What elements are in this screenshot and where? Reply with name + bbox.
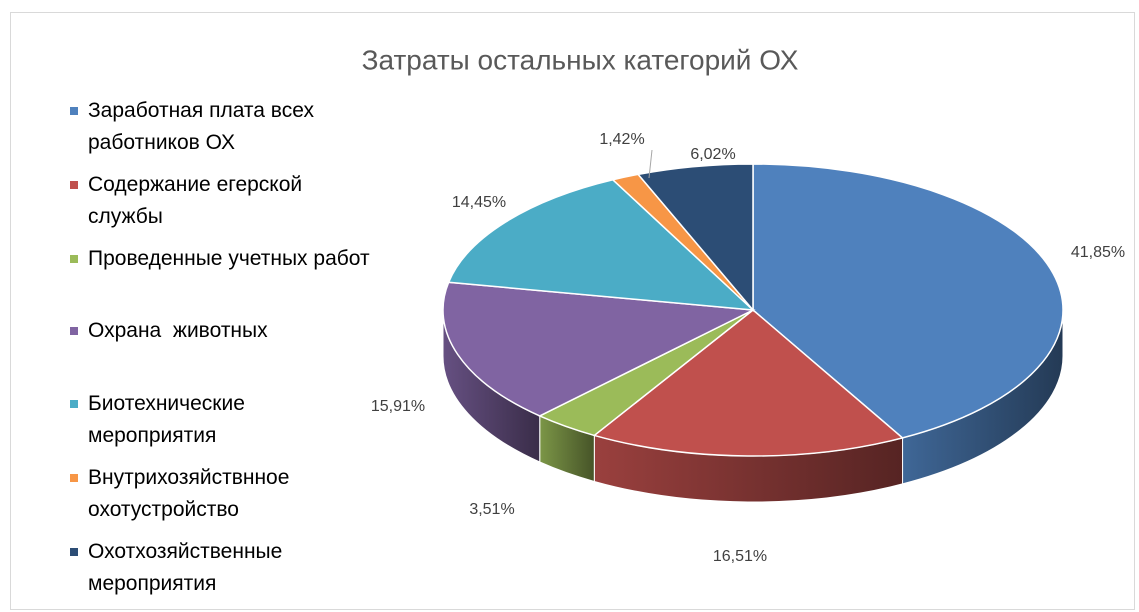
- pie-slice: [447, 178, 756, 311]
- data-label: 16,51%: [713, 548, 767, 565]
- pie-slice: [636, 163, 754, 313]
- leader-line: [648, 149, 653, 179]
- legend-label: Проведенные учетных работ: [88, 247, 370, 270]
- data-label: 14,45%: [452, 194, 506, 211]
- legend-label: Содержание егерской службы: [88, 173, 308, 228]
- legend-swatch: [70, 255, 78, 263]
- data-label: 41,85%: [1071, 244, 1125, 261]
- legend-swatch: [70, 548, 78, 556]
- pie-slice: [592, 309, 905, 457]
- legend-swatch: [70, 400, 78, 408]
- legend-swatch: [70, 107, 78, 115]
- data-label: 1,42%: [599, 131, 644, 148]
- pie-tops: [442, 163, 1064, 457]
- legend-item: Биотехнические мероприятия: [70, 388, 370, 452]
- data-label: 3,51%: [469, 501, 514, 518]
- legend-swatch: [70, 474, 78, 482]
- legend-item: Охрана животных: [70, 315, 370, 347]
- legend-label: Охрана животных: [88, 319, 268, 342]
- legend-label: Биотехнические мероприятия: [88, 392, 251, 447]
- pie-slice: [752, 163, 1064, 439]
- legend-item: Заработная плата всех работников ОХ: [70, 95, 370, 159]
- data-label: 15,91%: [371, 398, 425, 415]
- legend-item: Проведенные учетных работ: [70, 243, 370, 275]
- legend-item: Охотхозяйственные мероприятия: [70, 536, 370, 600]
- data-label: 6,02%: [690, 146, 735, 163]
- chart-frame: [10, 12, 1135, 610]
- legend-swatch: [70, 181, 78, 189]
- legend-item: Внутрихозяйствнное охотустройство: [70, 462, 370, 526]
- legend-swatch: [70, 327, 78, 335]
- pie-slice: [442, 281, 756, 417]
- legend-label: Внутрихозяйствнное охотустройство: [88, 466, 296, 521]
- legend-item: Содержание егерской службы: [70, 169, 370, 233]
- chart-title: Затраты остальных категорий ОХ: [362, 44, 799, 75]
- legend-label: Заработная плата всех работников ОХ: [88, 99, 320, 154]
- legend-label: Охотхозяйственные мероприятия: [88, 540, 289, 595]
